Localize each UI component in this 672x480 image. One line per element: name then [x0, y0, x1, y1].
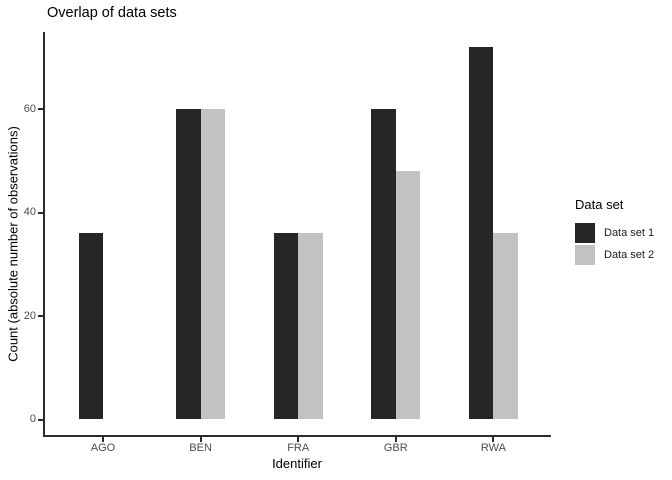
x-tick-label: AGO — [90, 442, 116, 454]
y-tick-mark — [38, 315, 43, 318]
legend-entry-label: Data set 2 — [604, 249, 655, 261]
bar-RWA-series1 — [468, 47, 494, 420]
y-tick-mark — [38, 211, 43, 214]
x-tick-mark — [297, 437, 300, 442]
bar-GBR-series1 — [371, 109, 396, 420]
legend: Data set Data set 1 Data set 2 — [575, 197, 654, 267]
y-axis-title: Count (absolute number of observations) — [5, 126, 21, 362]
legend-entry-label: Data set 1 — [604, 227, 655, 239]
legend-swatch-icon — [575, 245, 595, 265]
legend-title: Data set — [575, 197, 624, 212]
chart-title: Overlap of data sets — [47, 5, 177, 21]
y-tick-mark — [38, 418, 43, 421]
x-axis-title: Identifier — [272, 456, 322, 471]
y-tick-label: 40 — [23, 206, 36, 219]
legend-entry: Data set 2 — [575, 245, 654, 265]
bar-GBR-series2 — [395, 171, 421, 420]
x-tick-mark — [394, 437, 397, 442]
bar-RWA-series2 — [493, 233, 518, 420]
bar-BEN-series1 — [176, 109, 201, 420]
x-tick-mark — [199, 437, 202, 442]
legend-entries: Data set 1 Data set 2 — [575, 223, 654, 265]
x-tick-label: FRA — [287, 442, 310, 454]
y-tick-mark — [38, 108, 43, 111]
x-tick-label: RWA — [480, 442, 506, 454]
y-tick-label: 20 — [23, 309, 36, 322]
bar-FRA-series1 — [273, 233, 299, 420]
x-tick-mark — [492, 437, 495, 442]
y-tick-label: 0 — [29, 413, 36, 425]
plot-panel — [43, 32, 551, 437]
bar-FRA-series2 — [298, 233, 323, 420]
legend-swatch-icon — [575, 223, 595, 243]
x-tick-label: GBR — [383, 442, 408, 454]
bar-BEN-series2 — [200, 109, 226, 420]
x-tick-label: BEN — [189, 442, 212, 454]
bar-AGO-series1 — [78, 233, 103, 420]
x-tick-mark — [102, 437, 104, 442]
legend-entry: Data set 1 — [575, 223, 654, 243]
y-tick-label: 60 — [23, 102, 36, 115]
